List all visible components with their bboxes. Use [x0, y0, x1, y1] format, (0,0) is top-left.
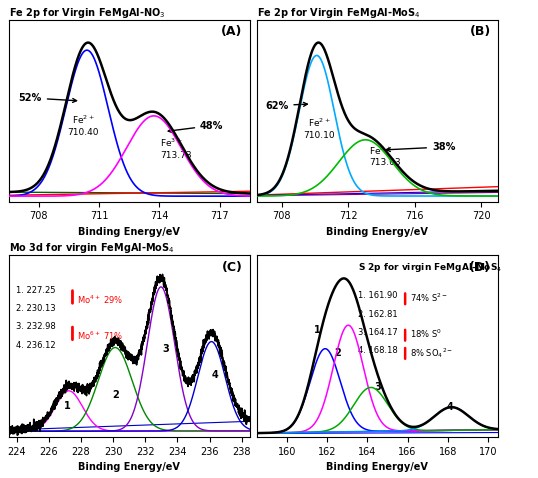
- Text: 3. 164.17: 3. 164.17: [358, 328, 398, 337]
- Text: Fe 2p for Virgin FeMgAl-MoS$_4$: Fe 2p for Virgin FeMgAl-MoS$_4$: [257, 6, 421, 20]
- X-axis label: Binding Energy/eV: Binding Energy/eV: [78, 462, 180, 472]
- Text: Mo 3d for virgin FeMgAl-MoS$_4$: Mo 3d for virgin FeMgAl-MoS$_4$: [9, 241, 174, 255]
- Text: (A): (A): [221, 25, 243, 38]
- Text: 3: 3: [162, 344, 169, 354]
- Text: S 2p for virgin FeMgAl-MoS$_4$: S 2p for virgin FeMgAl-MoS$_4$: [358, 261, 502, 273]
- Text: 18% S$^{0}$: 18% S$^{0}$: [410, 328, 442, 340]
- X-axis label: Binding Energy/eV: Binding Energy/eV: [327, 227, 428, 237]
- X-axis label: Binding Energy/eV: Binding Energy/eV: [327, 462, 428, 472]
- Text: Mo$^{6+}$ 71%: Mo$^{6+}$ 71%: [77, 330, 124, 342]
- Text: 4. 168.18: 4. 168.18: [358, 346, 398, 355]
- Text: 52%: 52%: [19, 93, 76, 103]
- Text: 2: 2: [334, 348, 341, 358]
- Text: 48%: 48%: [168, 120, 223, 132]
- Text: Fe 2p for Virgin FeMgAl-NO$_3$: Fe 2p for Virgin FeMgAl-NO$_3$: [9, 6, 165, 20]
- Text: 62%: 62%: [265, 100, 307, 110]
- Text: (C): (C): [222, 261, 243, 273]
- Text: 4: 4: [211, 370, 218, 380]
- Text: Fe$^{2+}$
710.40: Fe$^{2+}$ 710.40: [67, 114, 98, 137]
- Text: 3. 232.98: 3. 232.98: [16, 323, 55, 331]
- Text: 1: 1: [314, 325, 321, 335]
- Text: 38%: 38%: [386, 142, 455, 152]
- Text: Mo$^{4+}$ 29%: Mo$^{4+}$ 29%: [77, 293, 124, 306]
- Text: 74% S$^{2-}$: 74% S$^{2-}$: [410, 292, 448, 304]
- Text: 2. 162.81: 2. 162.81: [358, 310, 398, 319]
- Text: 1: 1: [64, 401, 70, 411]
- Text: 4. 236.12: 4. 236.12: [16, 341, 55, 350]
- Text: 2: 2: [112, 390, 118, 400]
- Text: Fe$^{2+}$
710.10: Fe$^{2+}$ 710.10: [303, 117, 335, 140]
- Text: 1. 227.25: 1. 227.25: [16, 286, 55, 295]
- Text: 8% SO$_4$$^{2-}$: 8% SO$_4$$^{2-}$: [410, 346, 453, 360]
- Text: Fe$^{3+}$
713.03: Fe$^{3+}$ 713.03: [369, 144, 400, 167]
- Text: 2. 230.13: 2. 230.13: [16, 304, 55, 313]
- Text: 4: 4: [447, 402, 453, 413]
- Text: (D): (D): [469, 261, 491, 273]
- Text: 3: 3: [374, 382, 381, 392]
- X-axis label: Binding Energy/eV: Binding Energy/eV: [78, 227, 180, 237]
- Text: 1. 161.90: 1. 161.90: [358, 292, 398, 301]
- Text: (B): (B): [470, 25, 491, 38]
- Text: Fe$^{3+}$
713.73: Fe$^{3+}$ 713.73: [160, 137, 192, 160]
